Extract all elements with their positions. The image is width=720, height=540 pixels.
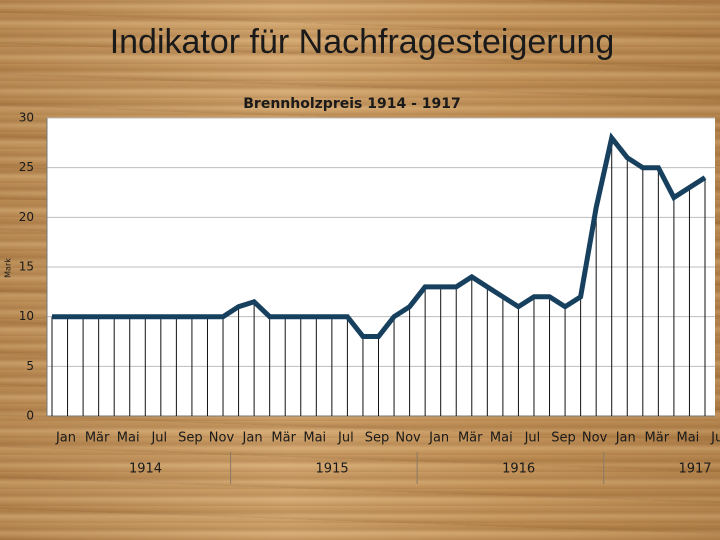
y-tick-label: 0 xyxy=(26,409,34,423)
x-tick-label: Jul xyxy=(524,431,541,446)
slide-title: Indikator für Nachfragesteigerung xyxy=(110,23,615,61)
y-tick-label: 10 xyxy=(19,309,34,323)
chart-title: Brennholzpreis 1914 - 1917 xyxy=(243,96,460,112)
line-series xyxy=(52,132,707,339)
x-tick-label: Jan xyxy=(55,431,76,446)
x-tick-label: Jan xyxy=(615,431,636,446)
x-tick-label: Jul xyxy=(337,431,354,446)
y-tick-label: 25 xyxy=(19,160,34,174)
year-label: 1917 xyxy=(678,462,711,477)
x-tick-label: Sep xyxy=(365,431,390,446)
y-tick-label: 20 xyxy=(19,210,34,224)
x-tick-label: Mai xyxy=(117,431,140,446)
y-tick-label: 15 xyxy=(19,260,34,274)
x-tick-label: Mär xyxy=(458,431,483,446)
x-tick-label: Mai xyxy=(677,431,700,446)
y-tick-label: 30 xyxy=(19,111,34,125)
x-tick-label: Nov xyxy=(582,431,608,446)
x-tick-label: Jul xyxy=(710,431,720,446)
x-tick-label: Sep xyxy=(178,431,203,446)
x-tick-label: Mär xyxy=(271,431,296,446)
x-tick-label: Jan xyxy=(428,431,449,446)
x-tick-label: Mai xyxy=(303,431,326,446)
x-tick-label: Jan xyxy=(242,431,263,446)
year-label: 1915 xyxy=(316,462,349,477)
x-tick-label: Jul xyxy=(150,431,167,446)
year-label: 1916 xyxy=(502,462,535,477)
x-tick-label: Nov xyxy=(209,431,235,446)
x-tick-label: Sep xyxy=(551,431,576,446)
x-tick-label: Mär xyxy=(85,431,110,446)
x-tick-label: Nov xyxy=(395,431,421,446)
x-tick-label: Mai xyxy=(490,431,513,446)
y-axis-label: Mark xyxy=(4,258,13,278)
year-label: 1914 xyxy=(129,462,162,477)
x-tick-label: Mär xyxy=(645,431,670,446)
y-tick-label: 5 xyxy=(26,359,34,373)
